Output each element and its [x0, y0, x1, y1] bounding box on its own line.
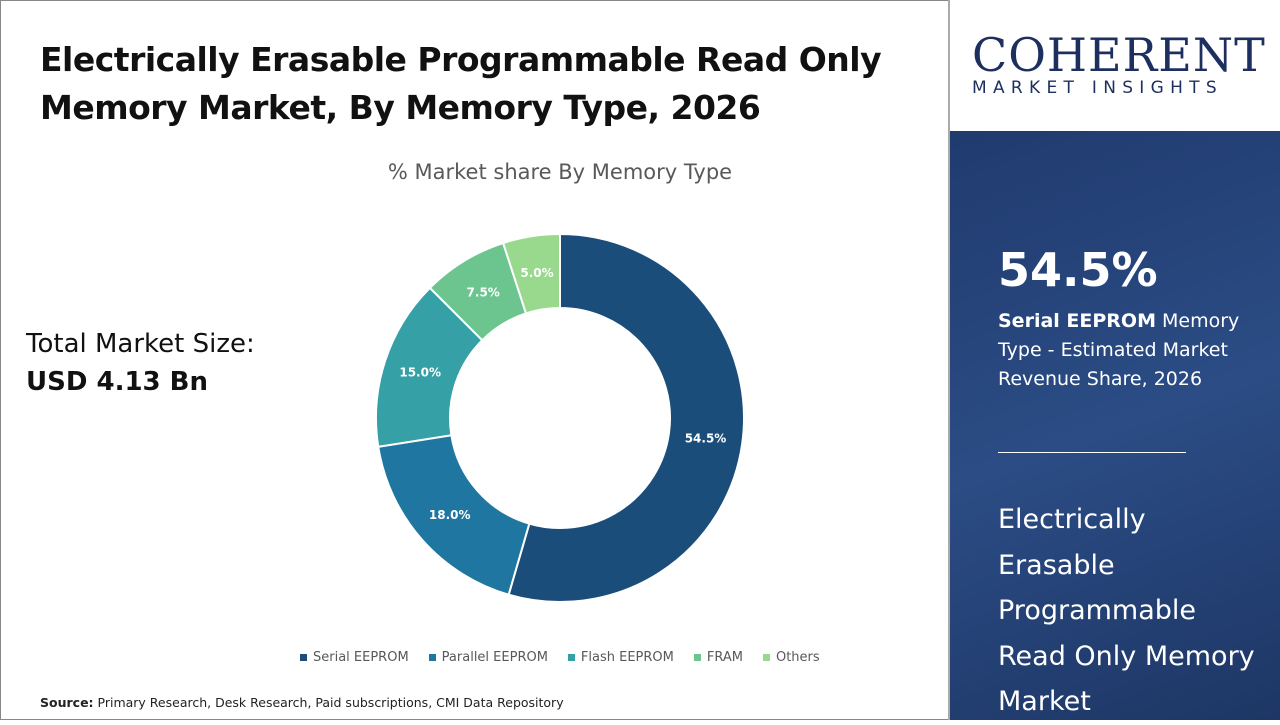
source-label: Source:: [40, 695, 94, 710]
highlight-segment: Serial EEPROM: [998, 310, 1156, 332]
data-label: 5.0%: [520, 266, 553, 280]
divider: [998, 452, 1186, 453]
legend-swatch: [762, 654, 770, 661]
highlight-rest: Memory Type - Estimated Market Revenue S…: [998, 310, 1240, 390]
legend-item: Others: [762, 650, 820, 665]
slice-serial-eeprom: [507, 232, 745, 603]
source-text: Primary Research, Desk Research, Paid su…: [97, 695, 564, 710]
source-note: Source: Primary Research, Desk Research,…: [40, 695, 564, 710]
highlight-description: Serial EEPROM Memory Type - Estimated Ma…: [998, 307, 1258, 394]
legend-item: Flash EEPROM: [567, 650, 674, 665]
side-panel: COHERENT MARKET INSIGHTS 54.5% Serial EE…: [948, 0, 1280, 720]
logo-text: COHERENT: [972, 28, 1266, 82]
legend: Serial EEPROM Parallel EEPROM Flash EEPROM…: [300, 650, 820, 665]
data-label: 15.0%: [399, 366, 441, 380]
total-value: USD 4.13 Bn: [26, 367, 208, 397]
legend-item: FRAM: [693, 650, 743, 665]
legend-swatch: [693, 654, 701, 661]
highlight-percent: 54.5%: [998, 243, 1158, 297]
chart-title: % Market share By Memory Type: [387, 160, 733, 184]
legend-label: FRAM: [706, 650, 743, 665]
donut-chart: 54.5% 18.0% 15.0% 7.5% 5.0%: [375, 232, 745, 603]
data-label: 54.5%: [685, 432, 727, 446]
legend-label: Parallel EEPROM: [441, 650, 548, 665]
legend-item: Parallel EEPROM: [428, 650, 548, 665]
logo: COHERENT MARKET INSIGHTS: [950, 0, 1280, 131]
data-label: 18.0%: [429, 508, 471, 522]
data-label: 7.5%: [467, 286, 500, 300]
logo-subtext: MARKET INSIGHTS: [972, 78, 1223, 98]
legend-label: Others: [775, 650, 820, 665]
legend-item: Serial EEPROM: [300, 650, 409, 665]
highlight-panel: 54.5% Serial EEPROM Memory Type - Estima…: [950, 131, 1280, 720]
market-name: Electrically Erasable Programmable Read …: [998, 504, 1255, 717]
legend-label: Serial EEPROM: [313, 650, 409, 665]
legend-swatch: [300, 654, 307, 661]
legend-label: Flash EEPROM: [580, 650, 674, 665]
legend-swatch: [428, 654, 436, 661]
total-market-size: Total Market Size: USD 4.13 Bn: [26, 325, 255, 401]
legend-swatch: [567, 654, 575, 661]
total-label: Total Market Size:: [26, 329, 255, 359]
page-title: Electrically Erasable Programmable Read …: [40, 40, 882, 127]
slice-others: [501, 232, 561, 315]
